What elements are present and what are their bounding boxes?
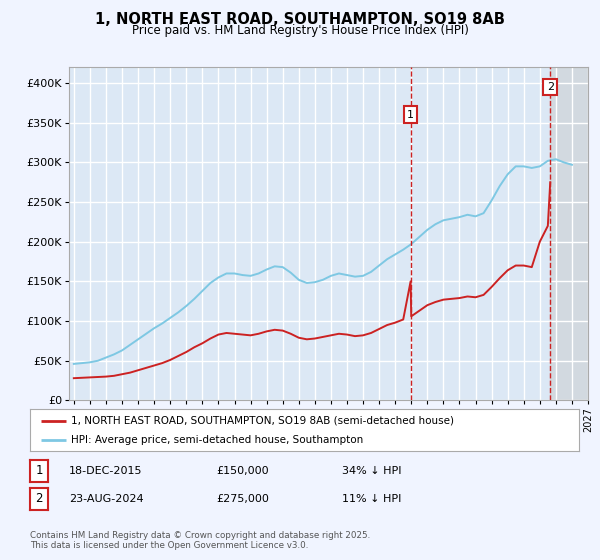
Text: 2: 2: [547, 82, 554, 92]
Bar: [550, 67, 588, 400]
Text: 23-AUG-2024: 23-AUG-2024: [69, 494, 143, 504]
Text: HPI: Average price, semi-detached house, Southampton: HPI: Average price, semi-detached house,…: [71, 435, 364, 445]
Text: 1: 1: [35, 464, 43, 478]
Text: £275,000: £275,000: [216, 494, 269, 504]
Text: 18-DEC-2015: 18-DEC-2015: [69, 466, 143, 476]
Text: £150,000: £150,000: [216, 466, 269, 476]
Text: 1: 1: [407, 110, 414, 120]
Text: Contains HM Land Registry data © Crown copyright and database right 2025.
This d: Contains HM Land Registry data © Crown c…: [30, 531, 370, 550]
Text: Price paid vs. HM Land Registry's House Price Index (HPI): Price paid vs. HM Land Registry's House …: [131, 24, 469, 36]
Text: 11% ↓ HPI: 11% ↓ HPI: [342, 494, 401, 504]
Text: 1, NORTH EAST ROAD, SOUTHAMPTON, SO19 8AB: 1, NORTH EAST ROAD, SOUTHAMPTON, SO19 8A…: [95, 12, 505, 27]
Text: 1, NORTH EAST ROAD, SOUTHAMPTON, SO19 8AB (semi-detached house): 1, NORTH EAST ROAD, SOUTHAMPTON, SO19 8A…: [71, 416, 454, 426]
Text: 34% ↓ HPI: 34% ↓ HPI: [342, 466, 401, 476]
Text: 2: 2: [35, 492, 43, 506]
